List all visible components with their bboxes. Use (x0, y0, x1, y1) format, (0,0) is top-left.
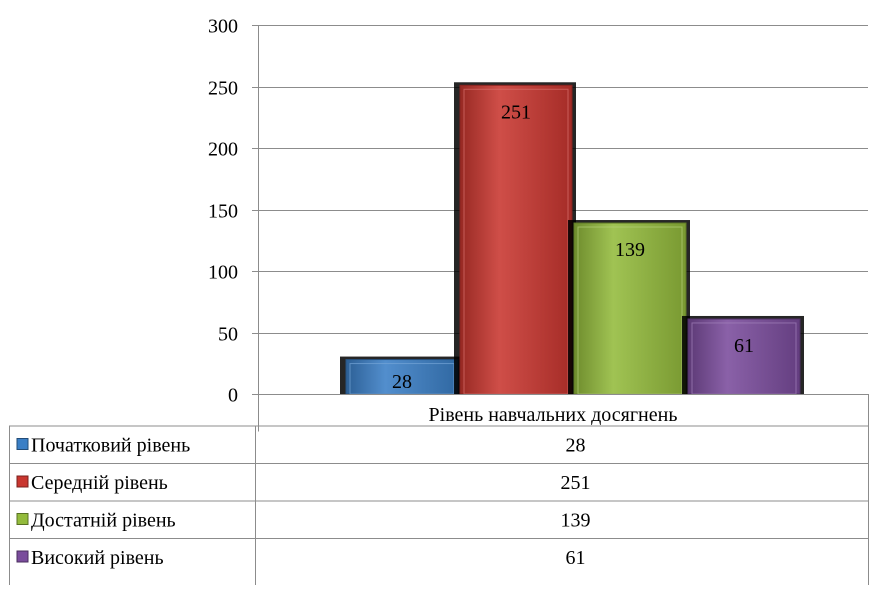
bar-3 (573, 222, 687, 395)
y-tick-label: 250 (208, 78, 238, 100)
bar-data-label: 61 (734, 335, 754, 357)
legend-entry: Достатній рівень (31, 510, 176, 532)
legend-swatch (16, 513, 29, 525)
table-value-cell: 251 (561, 472, 591, 494)
table-value-cell: 139 (561, 510, 591, 532)
bar-data-label: 28 (392, 371, 412, 393)
y-tick-label: 0 (228, 385, 238, 407)
y-tick-label: 200 (208, 139, 238, 161)
y-tick-label: 100 (208, 262, 238, 284)
bar-1 (345, 359, 459, 395)
legend-entry: Середній рівень (31, 472, 168, 494)
legend-entry: Початковий рівень (31, 435, 190, 457)
legend-swatch (16, 550, 29, 563)
table-value-cell: 61 (566, 547, 586, 569)
y-tick-label: 50 (218, 324, 238, 346)
data-table: Рівень навчальних досягнень Початковий рі… (9, 394, 869, 585)
bar-2 (459, 84, 573, 395)
bars: 28 251 139 61 (340, 82, 804, 395)
legend-swatch (16, 438, 29, 450)
y-axis: 0 50 100 150 200 250 300 (208, 16, 259, 407)
y-tick-label: 300 (208, 16, 238, 38)
x-category-label: Рівень навчальних досягнень (429, 404, 678, 426)
legend-swatch (16, 475, 29, 488)
bar-4 (687, 318, 801, 395)
bar-data-label: 251 (501, 101, 531, 123)
table-value-cell: 28 (566, 435, 586, 457)
bar-data-label: 139 (615, 239, 645, 261)
y-tick-label: 150 (208, 201, 238, 223)
legend-entry: Високий рівень (31, 547, 164, 569)
